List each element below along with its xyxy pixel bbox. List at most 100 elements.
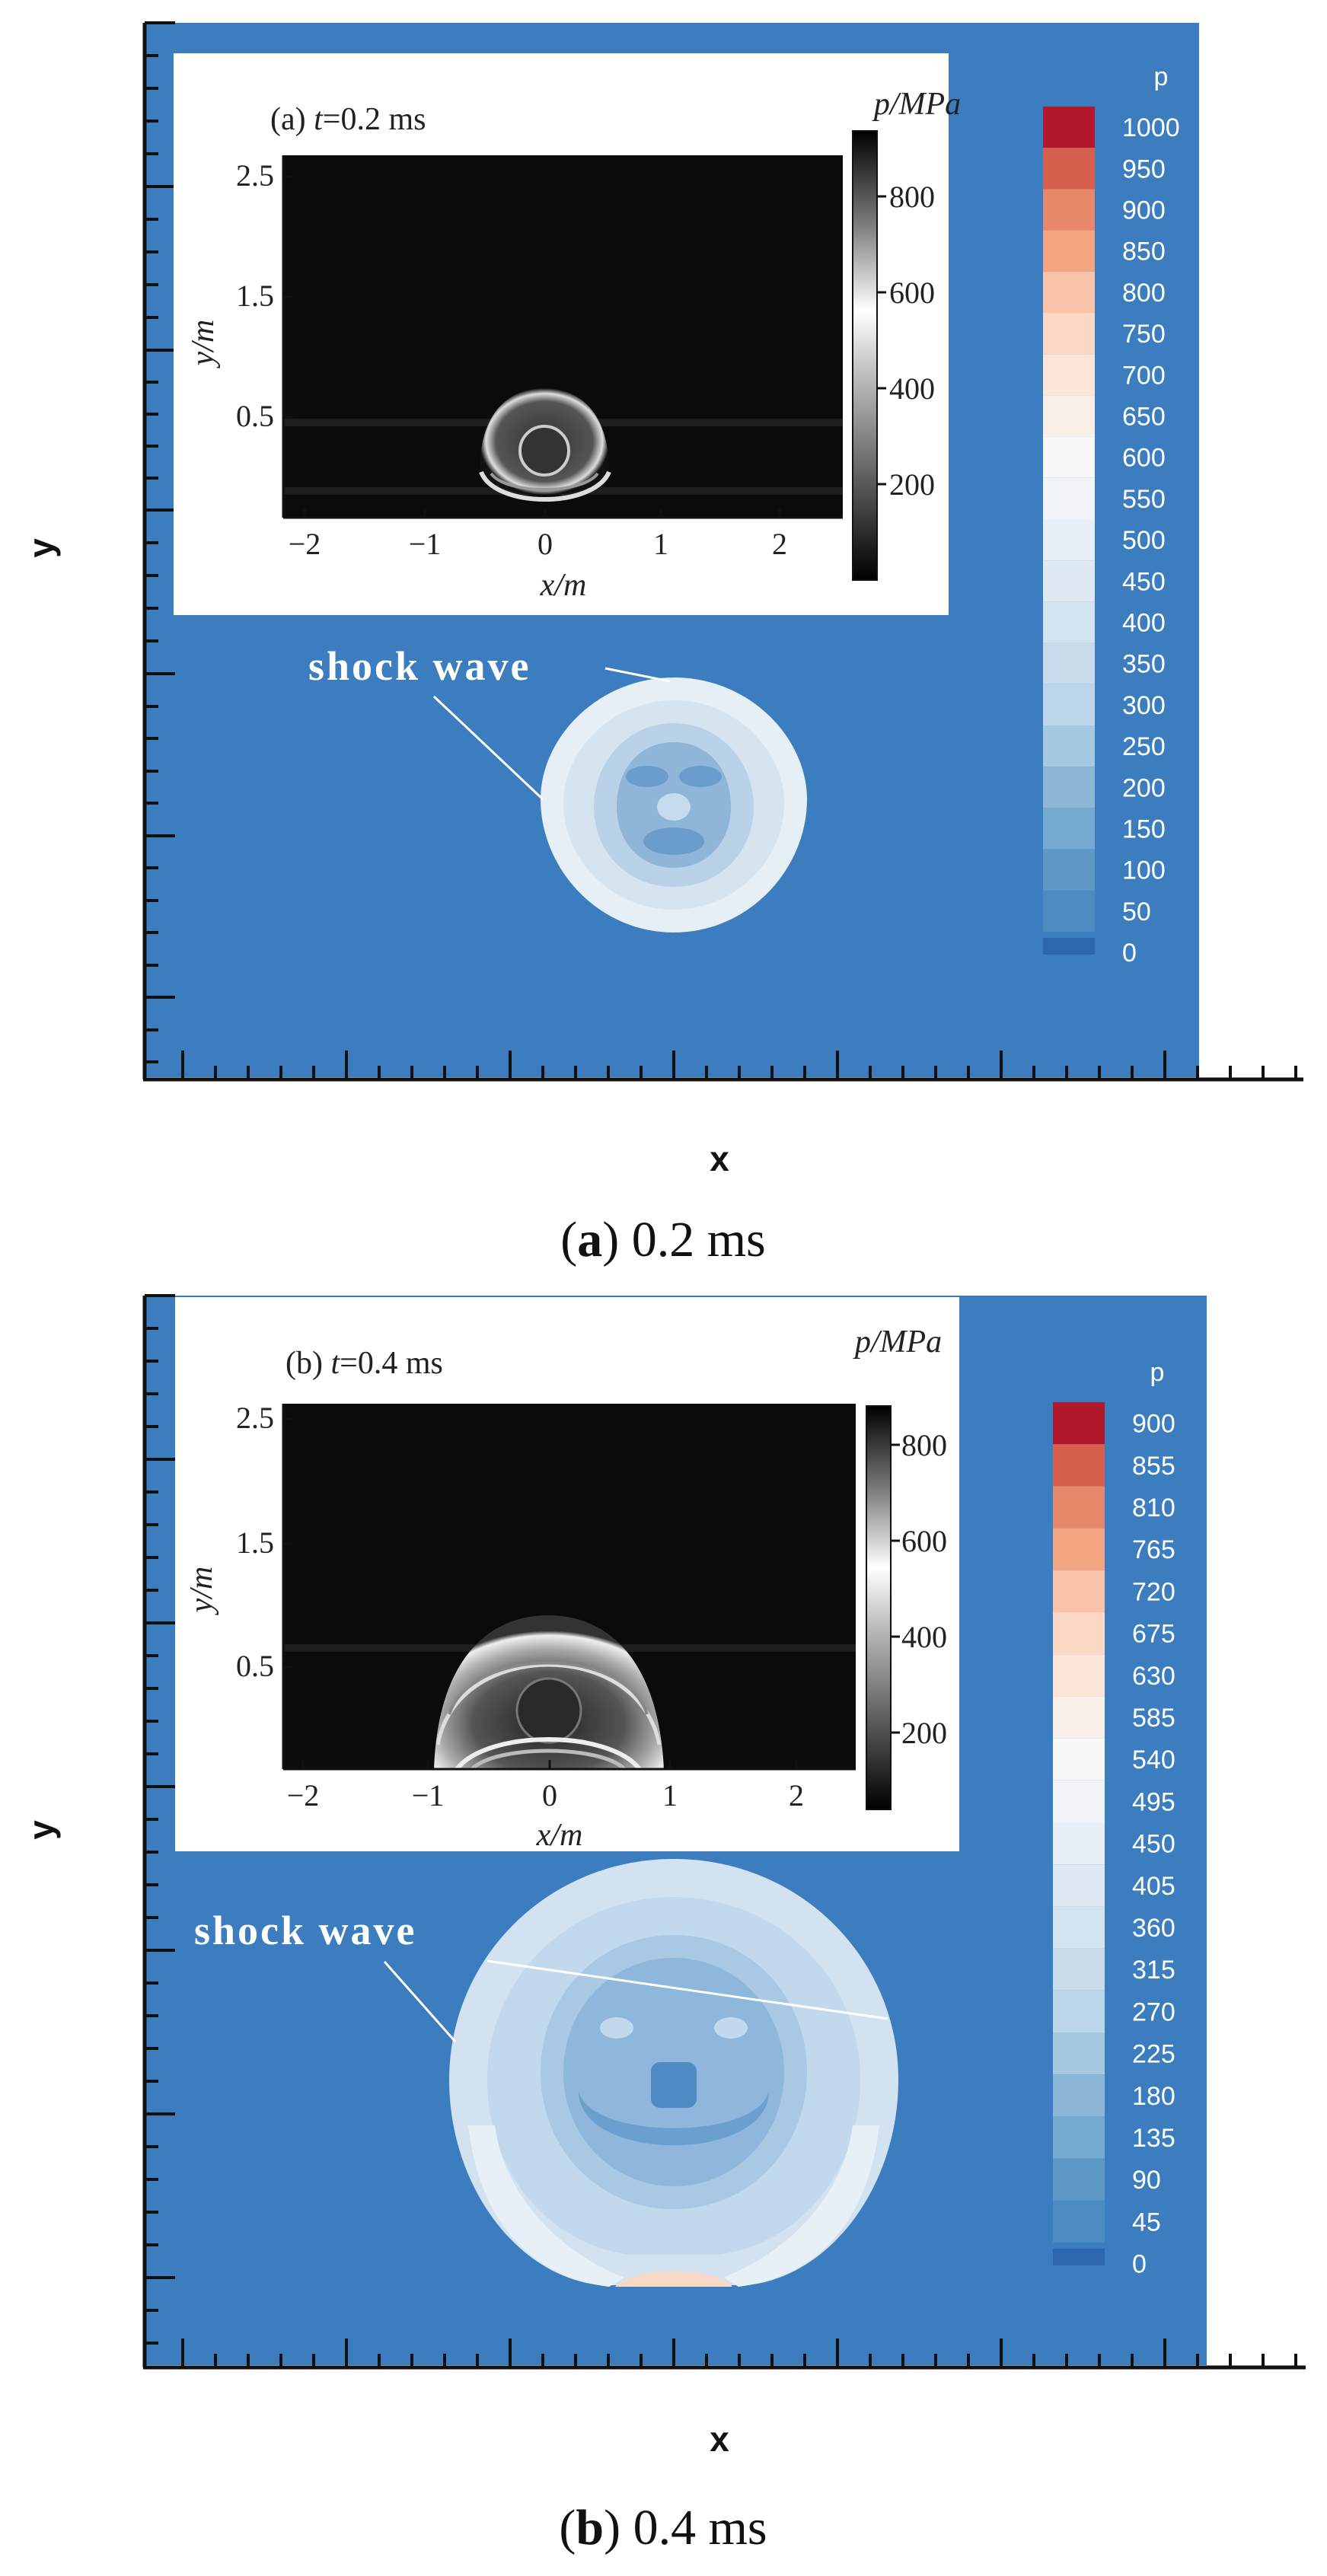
pressure-contour-blob: [449, 1859, 898, 2287]
legend-label: 800: [1122, 279, 1166, 308]
legend-swatch: [1053, 1990, 1105, 2032]
axis-y-label: y: [21, 538, 61, 558]
legend-swatch: [1053, 1654, 1105, 1697]
inset-ytick: 0.5: [236, 1649, 274, 1683]
inset-title: (b) t=0.4 ms: [285, 1346, 443, 1381]
legend-label: 315: [1132, 1956, 1175, 1985]
main-axes: [142, 23, 1303, 1082]
inset-ylabel: y/m: [184, 1567, 219, 1616]
panel-a: y x shock wave p 10009509008508007507006…: [21, 21, 1303, 1267]
legend-label: 350: [1122, 650, 1166, 679]
inset-ytick: 2.5: [236, 158, 274, 193]
legend-label: 850: [1122, 238, 1166, 266]
inset-xlabel: x/m: [536, 1818, 583, 1853]
legend-swatch: [1053, 1528, 1105, 1570]
shock-wave-label: shock wave: [194, 1908, 417, 1953]
legend-label: 550: [1122, 485, 1166, 514]
shock-wave-annotation: shock wave: [194, 1908, 888, 2042]
x-ticks: [181, 2338, 1297, 2367]
inset-x-axis: [283, 509, 843, 519]
pressure-contour-blob: [541, 677, 807, 933]
legend-label: 450: [1122, 567, 1166, 596]
axis-x-label: x: [710, 1139, 729, 1178]
inset-colorbar: [866, 1405, 892, 1810]
legend-label: 600: [1122, 444, 1166, 473]
legend-label: 765: [1132, 1535, 1175, 1564]
inset-colorbar-label: p/MPa: [853, 1325, 942, 1360]
legend-swatch: [1043, 313, 1095, 355]
legend-label: 360: [1132, 1914, 1175, 1943]
inset-plot: (b) t=0.4 ms 2.5 1.5 0.5 −2 −1 0 1 2 y/m…: [175, 1297, 959, 1853]
legend-swatch: [1043, 560, 1095, 602]
legend-swatch: [1043, 519, 1095, 561]
legend-swatch: [1053, 1696, 1105, 1739]
inset-xtick: 2: [789, 1778, 804, 1812]
x-ticks: [181, 1050, 1297, 1079]
legend-swatch: [1043, 890, 1095, 932]
legend-label: 855: [1132, 1452, 1175, 1481]
inset-y-axis: [282, 1404, 293, 1769]
legend-label: 500: [1122, 526, 1166, 555]
caption-a: (a) 0.2 ms: [560, 1212, 765, 1267]
legend-swatch: [1043, 436, 1095, 478]
legend-label: 1000: [1122, 113, 1180, 142]
inset-xtick: −2: [287, 1778, 320, 1812]
inset-xtick: 2: [772, 527, 787, 561]
legend-swatch: [1043, 354, 1095, 396]
inset-xtick: 0: [537, 527, 553, 561]
legend-swatch: [1053, 2074, 1105, 2117]
inset-xtick: −2: [289, 527, 321, 561]
inset-plot: (a) t=0.2 ms 2.5 1.5 0.5 −2 −1 0 1 2 y/m…: [174, 53, 961, 615]
inset-colorbar-tick: 400: [901, 1620, 947, 1654]
legend-label: 900: [1132, 1410, 1175, 1439]
legend-swatch: [1043, 107, 1095, 148]
y-ticks: [145, 21, 175, 1063]
inset-colorbar-tick: 400: [889, 371, 935, 406]
legend-label: 300: [1122, 691, 1166, 720]
legend-label: 45: [1132, 2208, 1161, 2236]
legend-title: p: [1154, 62, 1169, 91]
inset-blast-ring: [479, 388, 611, 502]
legend-swatch: [1053, 1402, 1105, 1445]
legend-label: 810: [1132, 1494, 1175, 1522]
legend-label: 450: [1132, 1830, 1175, 1859]
legend-label: 400: [1122, 609, 1166, 638]
legend-title: p: [1150, 1358, 1165, 1387]
legend-label: 630: [1132, 1662, 1175, 1691]
legend-swatch: [1053, 1864, 1105, 1907]
legend-label: 180: [1132, 2082, 1175, 2111]
legend-label: 650: [1122, 403, 1166, 432]
legend-label: 270: [1132, 1997, 1175, 2026]
legend-swatch: [1043, 230, 1095, 272]
inset-colorbar-tick: 800: [901, 1428, 947, 1462]
legend-label: 150: [1122, 815, 1166, 844]
inset-x-axis: [283, 1760, 856, 1771]
legend-label: 0: [1132, 2250, 1147, 2279]
legend-swatch: [1053, 1780, 1105, 1822]
legend-label: 720: [1132, 1577, 1175, 1606]
legend-label: 540: [1132, 1745, 1175, 1774]
legend-label: 700: [1122, 361, 1166, 390]
inset-blast-dome: [434, 1615, 664, 1771]
legend-swatch: [1053, 1570, 1105, 1612]
legend-swatch: [1053, 2032, 1105, 2075]
inset-xtick: −1: [412, 1778, 445, 1812]
legend-swatch: [1053, 1738, 1105, 1781]
legend-swatch: [1043, 684, 1095, 725]
inset-xtick: 0: [542, 1778, 557, 1812]
legend-swatch: [1043, 642, 1095, 684]
inset-ytick: 0.5: [236, 399, 274, 433]
legend-items: 1000950900850800750700650600550500450400…: [1043, 107, 1180, 968]
inset-ylabel: y/m: [186, 320, 221, 369]
legend-label: 0: [1122, 939, 1137, 968]
legend-label: 675: [1132, 1620, 1175, 1649]
legend-items: 9008558107657206756305855404954504053603…: [1053, 1402, 1175, 2279]
inset-colorbar-tick: 200: [901, 1716, 947, 1750]
legend-swatch: [1053, 2116, 1105, 2159]
legend-swatch: [1043, 725, 1095, 767]
legend-swatch: [1043, 601, 1095, 643]
legend-swatch: [1053, 1612, 1105, 1655]
caption-b: (b) 0.4 ms: [559, 2500, 767, 2555]
shock-wave-annotation: shock wave: [308, 643, 671, 801]
inset-ytick: 1.5: [236, 279, 274, 313]
